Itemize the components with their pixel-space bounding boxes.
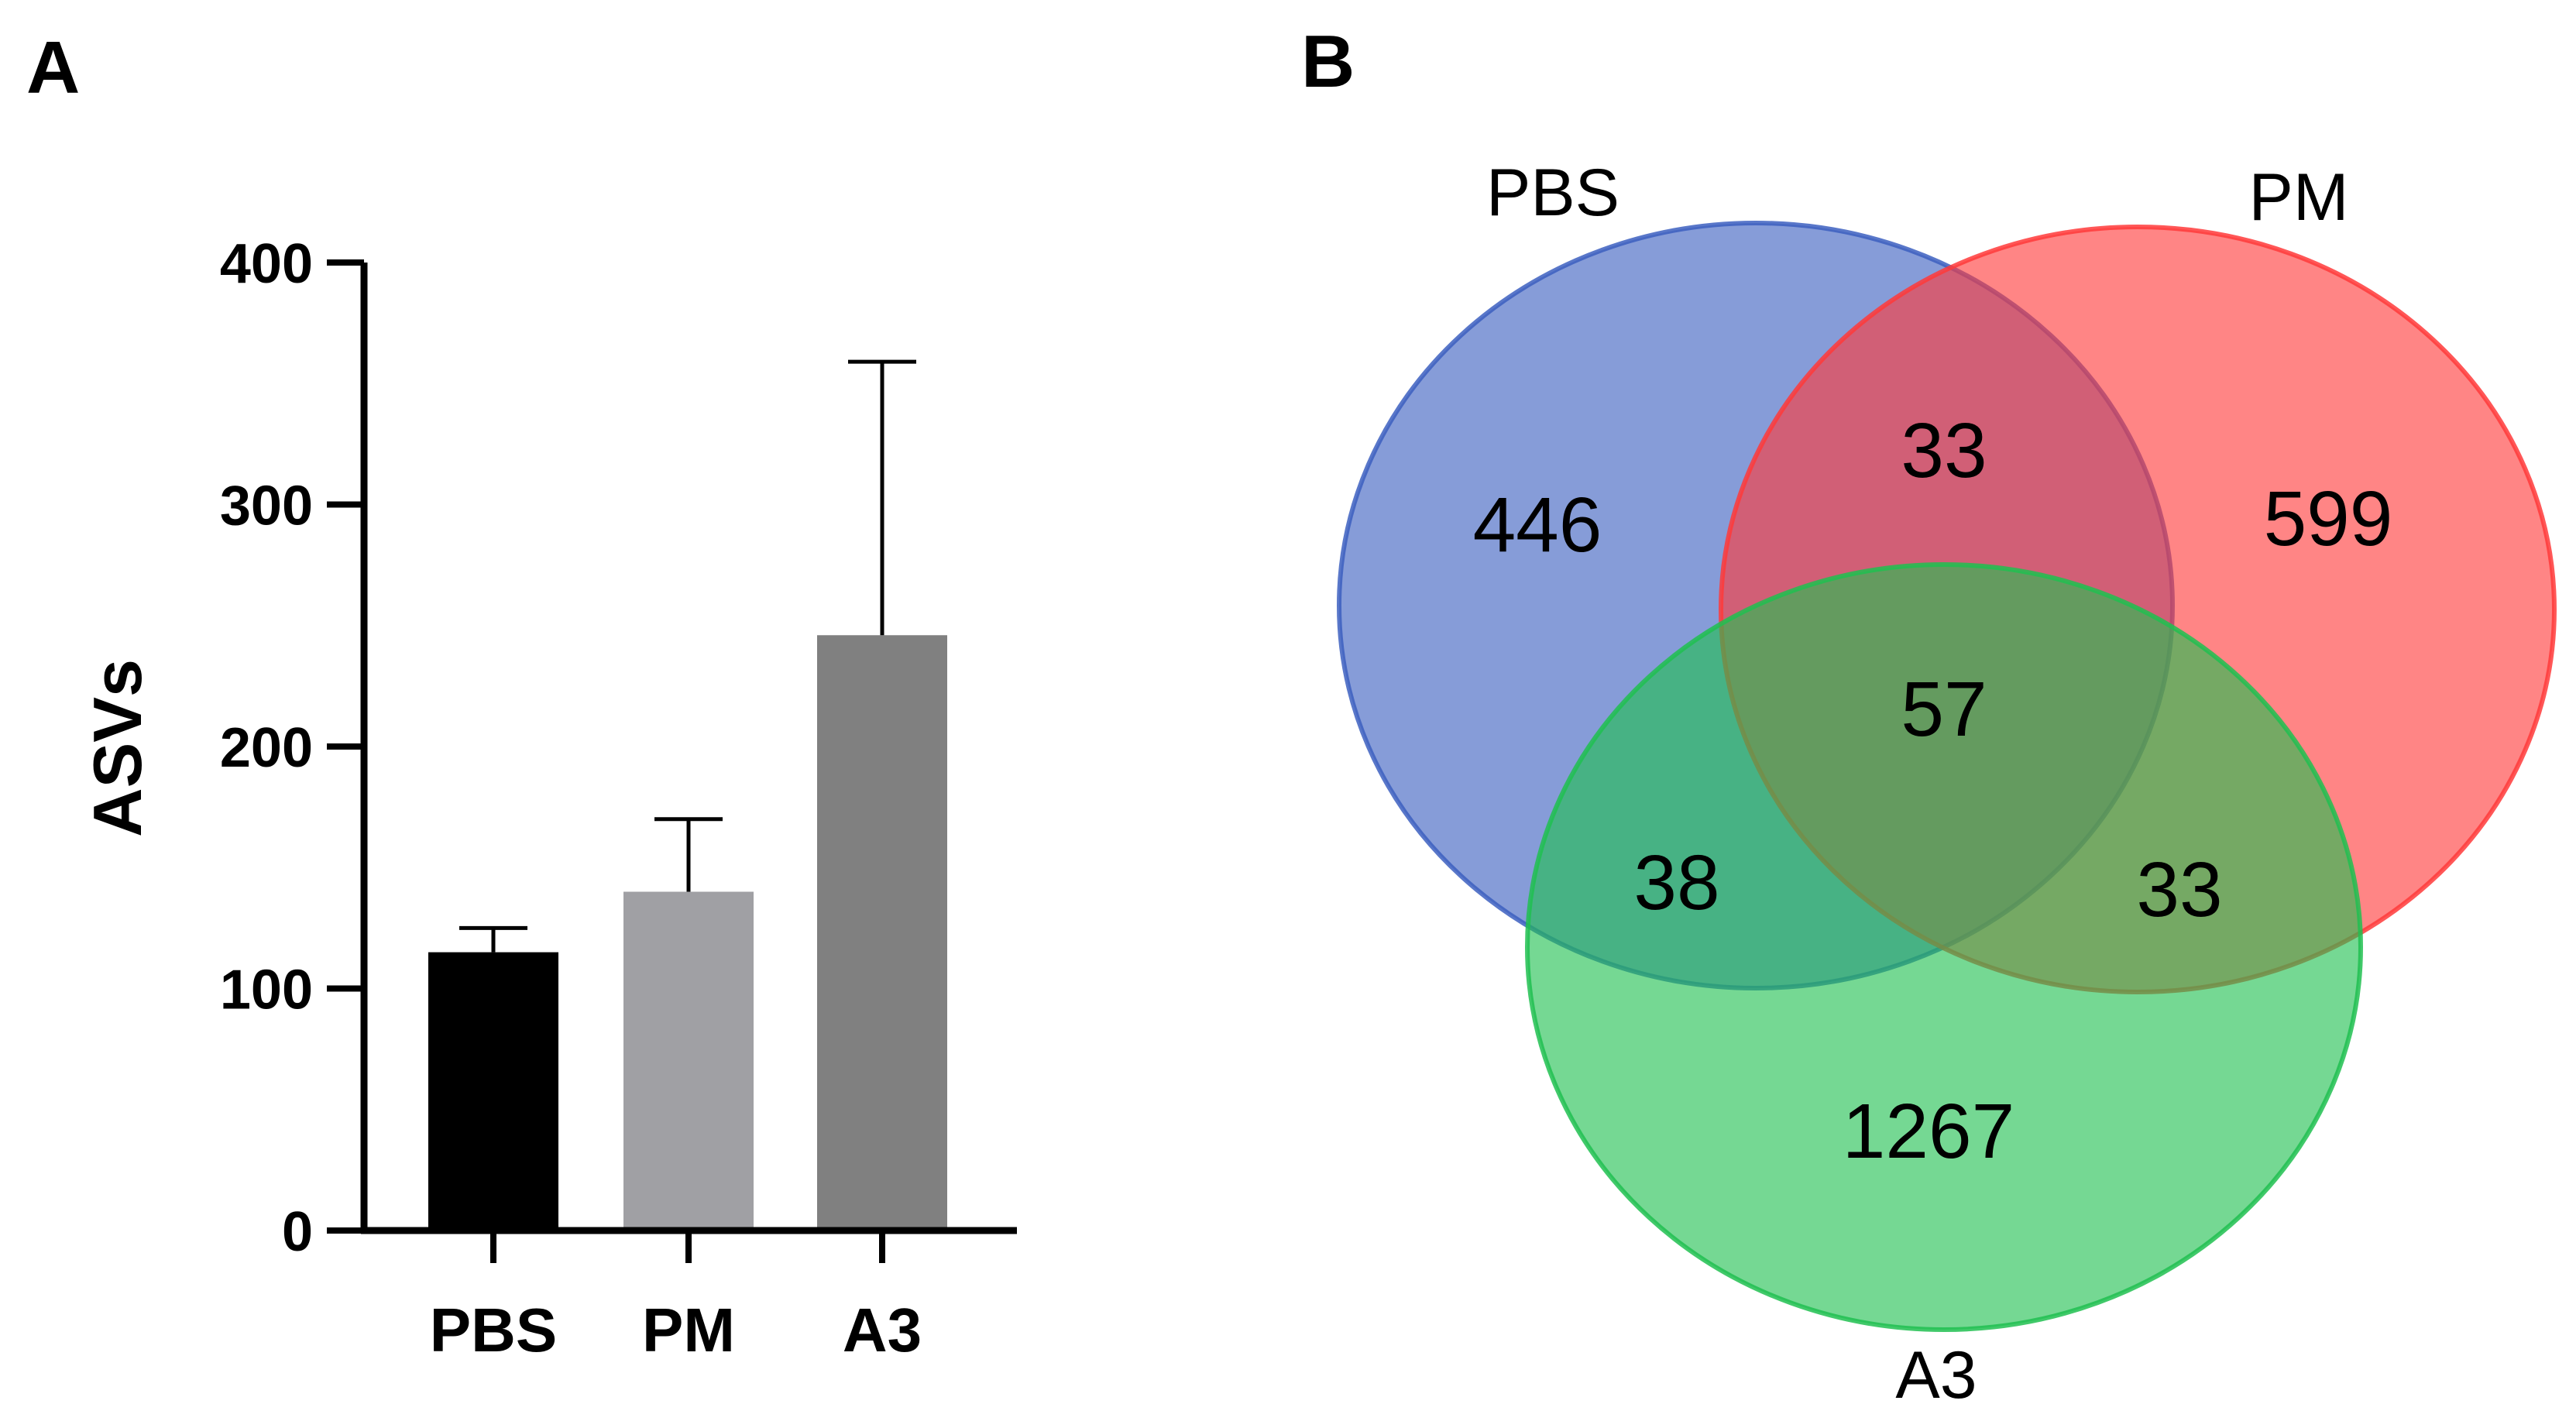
y-tick-label-400: 400: [220, 233, 313, 295]
y-ticks: 0 100 200 300 400: [220, 233, 364, 1263]
panel-label-b: B: [1301, 20, 1355, 103]
panel-label-a: A: [26, 26, 80, 109]
venn-region-pbs-only: 446: [1473, 482, 1602, 568]
y-axis-title: ASVs: [79, 659, 156, 837]
bar-chart: 0 100 200 300 400 PBS PM A3 ASVs: [79, 233, 1017, 1364]
venn-region-all: 57: [1901, 666, 1987, 753]
bar-pm: [623, 891, 754, 1231]
venn-set-label-pbs: PBS: [1486, 156, 1619, 230]
y-tick-label-300: 300: [220, 475, 313, 537]
x-ticks: PBS PM A3: [430, 1231, 922, 1364]
venn-region-pbs-a3: 38: [1633, 839, 1719, 926]
y-tick-label-0: 0: [282, 1201, 313, 1263]
y-tick-label-100: 100: [220, 959, 313, 1021]
venn-region-pbs-pm: 33: [1901, 407, 1987, 494]
x-tick-label-pm: PM: [642, 1296, 735, 1364]
x-tick-label-a3: A3: [843, 1296, 922, 1364]
venn-region-a3-only: 1267: [1843, 1088, 2014, 1175]
venn-region-pm-only: 599: [2264, 475, 2393, 562]
bars: [428, 635, 947, 1231]
venn-region-pm-a3: 33: [2136, 846, 2222, 933]
y-tick-label-200: 200: [220, 717, 313, 779]
bar-a3: [817, 635, 947, 1231]
bar-pbs: [428, 952, 558, 1231]
error-bars: [459, 359, 916, 953]
venn-diagram: PBS PM A3 446 599 1267 33 38 33 57: [1337, 156, 2557, 1413]
venn-set-label-pm: PM: [2249, 160, 2349, 235]
venn-circle-a3: [1525, 562, 2363, 1332]
venn-set-label-a3: A3: [1895, 1338, 1977, 1413]
x-tick-label-pbs: PBS: [430, 1296, 558, 1364]
